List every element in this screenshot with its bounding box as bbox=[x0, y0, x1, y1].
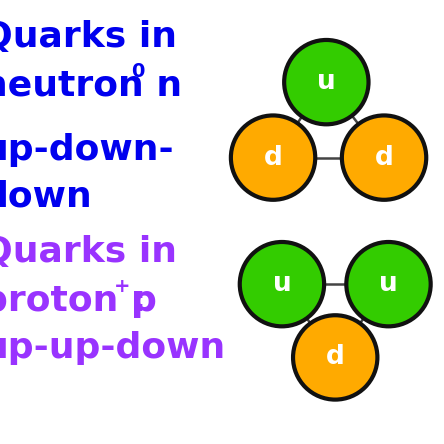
Text: d: d bbox=[375, 145, 393, 170]
Text: d: d bbox=[326, 345, 345, 370]
Text: up-up-down: up-up-down bbox=[0, 331, 226, 365]
Text: Quarks in: Quarks in bbox=[0, 20, 177, 54]
Text: +: + bbox=[114, 278, 130, 297]
Text: up-down-: up-down- bbox=[0, 133, 174, 167]
Text: :: : bbox=[132, 284, 147, 318]
Text: neutron n: neutron n bbox=[0, 69, 182, 103]
Text: u: u bbox=[379, 271, 398, 297]
Text: u: u bbox=[273, 271, 291, 297]
Circle shape bbox=[293, 315, 377, 400]
Text: u: u bbox=[317, 69, 336, 95]
Text: 0: 0 bbox=[131, 62, 144, 81]
Text: Quarks in: Quarks in bbox=[0, 235, 177, 270]
Text: d: d bbox=[264, 145, 282, 170]
Circle shape bbox=[346, 242, 431, 326]
Circle shape bbox=[231, 115, 315, 200]
Text: down: down bbox=[0, 180, 92, 214]
Circle shape bbox=[342, 115, 426, 200]
Text: proton p: proton p bbox=[0, 284, 157, 318]
Circle shape bbox=[284, 40, 369, 124]
Circle shape bbox=[240, 242, 324, 326]
